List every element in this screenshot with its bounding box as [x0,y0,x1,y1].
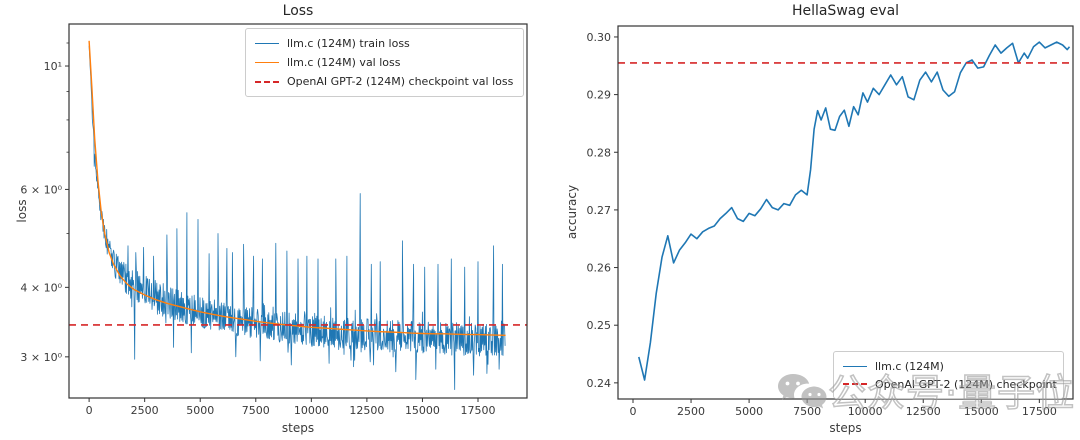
x-tick-label: 2500 [131,404,159,417]
chart-1: 0 2500 5000 7500 10000 12500 15000 17500 0.30 0.2… [587,25,1074,418]
axes-frame [68,23,528,399]
y-tick-label: 6 × 10⁰ [20,183,62,196]
x-tick-label: 2500 [677,405,705,418]
y-tick-label: 0.26 [587,262,612,275]
y-tick-label: 0.25 [587,319,612,332]
checkpoint-line-sample [255,80,279,83]
left-y-axis-label: loss [15,199,29,223]
legend-label: OpenAI GPT-2 (124M) checkpoint [875,377,1057,391]
train-loss-line-sample [255,43,279,44]
val-loss-line-sample [255,62,279,63]
x-tick-label: 5000 [186,404,214,417]
legend-item-checkpoint-val-loss: OpenAI GPT-2 (124M) checkpoint val loss [255,72,514,91]
x-tick-label: 12500 [906,405,941,418]
hellaswag-llmc-line [638,41,1071,381]
x-tick-label: 17500 [1022,405,1057,418]
y-tick-label: 0.30 [587,31,612,44]
x-tick-label: 7500 [242,404,270,417]
y-tick-label: 0.24 [587,377,612,390]
legend-label: llm.c (124M) val loss [287,56,401,69]
legend-item-gpt2-checkpoint: OpenAI GPT-2 (124M) checkpoint [843,375,1057,393]
x-tick-label: 5000 [735,405,763,418]
left-chart-title: Loss [282,3,314,19]
x-tick-label: 15000 [405,404,440,417]
legend-item-val-loss: llm.c (124M) val loss [255,53,514,72]
legend-item-llmc: llm.c (124M) [843,357,1054,375]
y-tick-label: 3 × 10⁰ [20,351,62,364]
y-tick-label: 0.27 [587,204,612,217]
x-tick-label: 15000 [964,405,999,418]
hellaswag-checkpoint-line-sample [843,383,867,385]
right-y-axis-label: accuracy [565,184,579,240]
y-tick-label: 0.28 [587,146,612,159]
x-tick-label: 17500 [461,404,496,417]
hellaswag-line-sample [843,365,867,367]
train-loss-line [88,45,506,390]
x-tick-label: 12500 [349,404,384,417]
right-x-axis-label: steps [829,421,862,435]
left-legend: llm.c (124M) train loss llm.c (124M) val… [245,28,524,97]
right-legend: llm.c (124M) OpenAI GPT-2 (124M) checkpo… [833,351,1064,399]
x-tick-label: 0 [629,405,636,418]
legend-label: OpenAI GPT-2 (124M) checkpoint val loss [287,75,514,88]
y-tick-label: 10¹ [44,60,62,73]
val-loss-line [88,40,506,336]
axes-frame [617,25,1074,400]
y-tick-label: 4 × 10⁰ [20,281,62,294]
legend-label: llm.c (124M) train loss [287,37,410,50]
x-tick-label: 7500 [793,405,821,418]
x-tick-label: 10000 [848,405,883,418]
x-tick-label: 0 [86,404,93,417]
legend-item-train-loss: llm.c (124M) train loss [255,34,514,53]
y-tick-label: 0.29 [587,89,612,102]
left-x-axis-label: steps [281,421,315,435]
x-tick-label: 10000 [294,404,329,417]
right-chart-title: HellaSwag eval [791,3,900,19]
legend-label: llm.c (124M) [875,359,944,373]
chart-0: 0 2500 5000 7500 10000 12500 15000 17500 10¹ 6 × … [20,23,528,417]
